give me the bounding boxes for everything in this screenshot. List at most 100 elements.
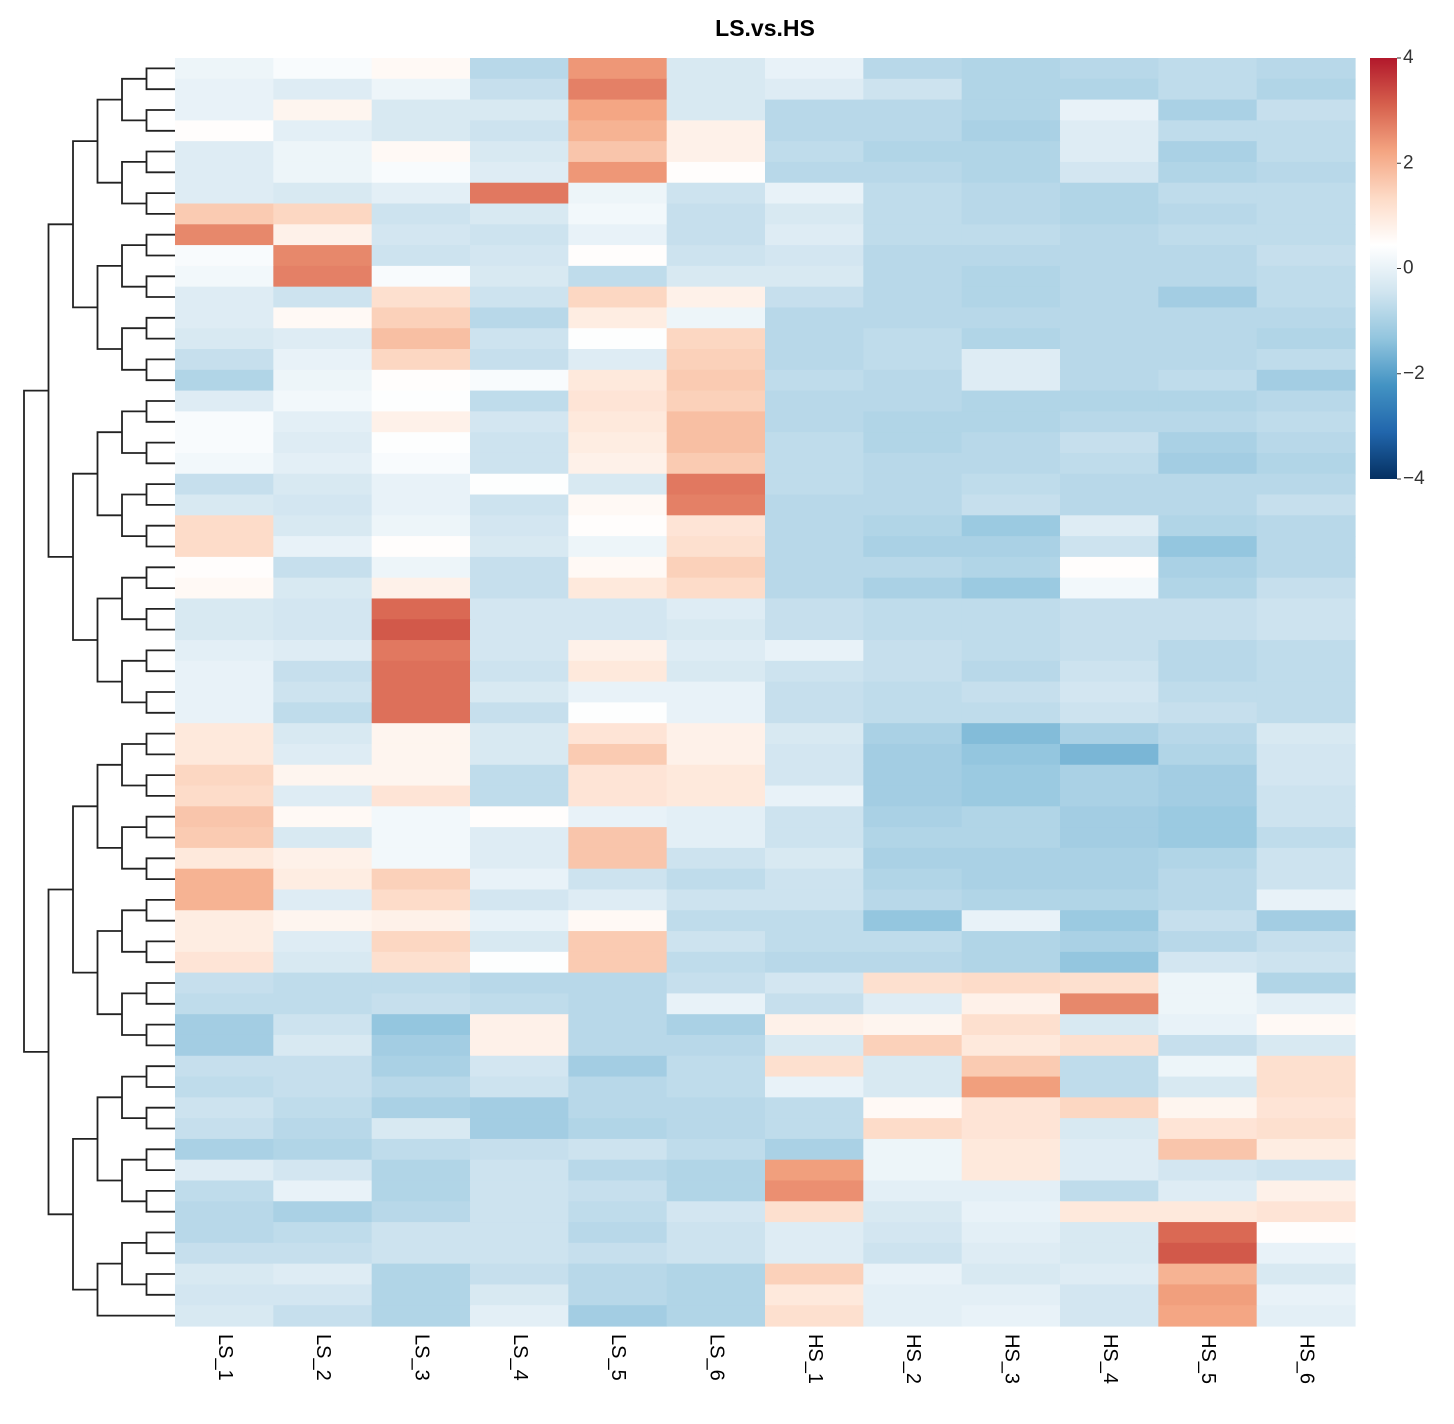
heatmap-cell — [1060, 1118, 1159, 1140]
heatmap-cell — [863, 931, 963, 953]
heatmap-cell — [175, 265, 274, 288]
heatmap-cell — [470, 951, 569, 974]
heatmap-cell — [371, 1222, 471, 1244]
heatmap-cell — [1060, 1097, 1159, 1119]
heatmap-cell — [765, 868, 864, 891]
heatmap-cell — [371, 349, 471, 371]
heatmap-cell — [273, 577, 373, 600]
heatmap-cell — [470, 1305, 569, 1327]
heatmap-cell — [666, 577, 766, 600]
heatmap-cell — [863, 78, 963, 101]
dendrogram-branch — [72, 140, 98, 309]
heatmap-cell — [1060, 868, 1159, 891]
heatmap-cell — [568, 806, 668, 828]
heatmap-cell — [175, 785, 274, 807]
heatmap-cell — [568, 1055, 668, 1078]
heatmap-cell — [765, 78, 864, 101]
heatmap-cell — [568, 494, 668, 516]
heatmap-cell — [175, 931, 274, 953]
heatmap-cell — [1060, 515, 1159, 537]
heatmap-cell — [1158, 1180, 1258, 1202]
heatmap-cell — [863, 598, 963, 620]
heatmap-cell — [371, 1242, 471, 1265]
heatmap-cell — [1256, 120, 1356, 142]
heatmap-cell — [175, 806, 274, 828]
heatmap-cell — [175, 1055, 274, 1078]
heatmap-cell — [568, 432, 668, 454]
heatmap-cell — [1060, 1034, 1159, 1057]
heatmap-cell — [1158, 1284, 1258, 1306]
heatmap-cell — [863, 743, 963, 766]
heatmap-cell — [273, 1263, 373, 1286]
column-label: HS_3 — [1001, 1334, 1023, 1384]
heatmap-cell — [1060, 182, 1159, 205]
heatmap-cell — [1158, 1242, 1258, 1265]
heatmap-cell — [568, 681, 668, 703]
heatmap-cell — [961, 931, 1061, 953]
heatmap-cell — [1158, 1263, 1258, 1286]
heatmap-cell — [666, 847, 766, 870]
heatmap-cell — [1060, 99, 1159, 121]
heatmap-cell — [470, 1222, 569, 1244]
dendrogram-branch — [121, 77, 147, 122]
heatmap-cell — [1060, 1159, 1159, 1182]
heatmap-cell — [175, 411, 274, 433]
heatmap-cell — [1060, 473, 1159, 496]
heatmap-cell — [568, 328, 668, 350]
heatmap-cell — [961, 1076, 1061, 1098]
heatmap-cell — [371, 1201, 471, 1223]
heatmap-cell — [1060, 536, 1159, 558]
heatmap-cell — [1158, 452, 1258, 475]
heatmap-cell — [765, 889, 864, 911]
heatmap-cell — [568, 1284, 668, 1306]
heatmap-cell — [1256, 660, 1356, 683]
heatmap-cell — [568, 785, 668, 807]
heatmap-cell — [765, 910, 864, 932]
heatmap-cell — [470, 972, 569, 995]
heatmap-cell — [1060, 972, 1159, 995]
legend-color-bar — [1370, 58, 1397, 479]
heatmap-cell — [273, 1222, 373, 1244]
dendrogram-branch — [96, 763, 122, 849]
heatmap-cell — [273, 536, 373, 558]
dendrogram-branch — [96, 98, 122, 184]
heatmap-cell — [175, 1305, 274, 1327]
heatmap-cell — [470, 494, 569, 516]
heatmap-cell — [1256, 827, 1356, 849]
heatmap-cell — [863, 951, 963, 974]
heatmap-cell — [961, 619, 1061, 641]
heatmap-cell — [765, 411, 864, 433]
heatmap-cell — [470, 328, 569, 350]
heatmap-cell — [1256, 390, 1356, 412]
heatmap-cell — [961, 910, 1061, 932]
heatmap-cell — [371, 161, 471, 184]
heatmap-cell — [1060, 328, 1159, 350]
heatmap-cell — [765, 972, 864, 995]
heatmap-cell — [273, 702, 373, 724]
heatmap-cell — [1256, 1201, 1356, 1223]
column-label: LS_3 — [411, 1334, 433, 1381]
heatmap-cell — [961, 536, 1061, 558]
dendrogram-branch — [145, 358, 175, 382]
heatmap-cell — [1158, 328, 1258, 350]
heatmap-cell — [371, 660, 471, 683]
heatmap-cell — [765, 286, 864, 309]
heatmap-cell — [371, 1014, 471, 1036]
heatmap-cell — [1060, 58, 1159, 80]
heatmap-cell — [273, 847, 373, 870]
heatmap-cell — [273, 1118, 373, 1140]
heatmap-cell — [175, 993, 274, 1015]
column-label: LS_4 — [509, 1334, 531, 1381]
heatmap-cell — [470, 411, 569, 433]
heatmap-cell — [961, 889, 1061, 911]
heatmap-cell — [175, 868, 274, 891]
heatmap-cell — [470, 1242, 569, 1265]
heatmap-cell — [371, 369, 471, 392]
heatmap-cell — [961, 972, 1061, 995]
heatmap-cell — [470, 556, 569, 579]
heatmap-cell — [863, 619, 963, 641]
column-label: LS_5 — [607, 1334, 629, 1381]
dendrogram-branch — [47, 223, 73, 558]
heatmap-cell — [666, 265, 766, 288]
heatmap-cell — [470, 723, 569, 745]
